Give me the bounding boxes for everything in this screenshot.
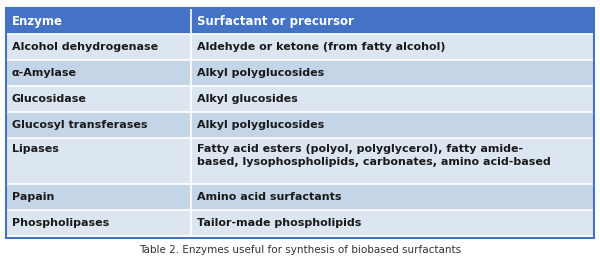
Bar bbox=[6, 8, 594, 34]
Text: Glucosyl transferases: Glucosyl transferases bbox=[12, 120, 148, 130]
Text: Papain: Papain bbox=[12, 192, 55, 202]
Text: Alkyl polyglucosides: Alkyl polyglucosides bbox=[197, 120, 325, 130]
Bar bbox=[6, 34, 594, 60]
Text: Surfactant or precursor: Surfactant or precursor bbox=[197, 15, 354, 28]
Text: Amino acid surfactants: Amino acid surfactants bbox=[197, 192, 342, 202]
Text: Alkyl glucosides: Alkyl glucosides bbox=[197, 94, 298, 104]
Text: Tailor-made phospholipids: Tailor-made phospholipids bbox=[197, 218, 362, 228]
Bar bbox=[6, 86, 594, 112]
Text: Table 2. Enzymes useful for synthesis of biobased surfactants: Table 2. Enzymes useful for synthesis of… bbox=[139, 245, 461, 255]
Text: Aldehyde or ketone (from fatty alcohol): Aldehyde or ketone (from fatty alcohol) bbox=[197, 42, 446, 52]
Bar bbox=[6, 8, 594, 238]
Bar bbox=[6, 210, 594, 236]
Bar bbox=[6, 184, 594, 210]
Text: Alkyl polyglucosides: Alkyl polyglucosides bbox=[197, 68, 325, 78]
Text: Fatty acid esters (polyol, polyglycerol), fatty amide-
based, lysophospholipids,: Fatty acid esters (polyol, polyglycerol)… bbox=[197, 144, 551, 167]
Bar bbox=[6, 138, 594, 184]
Bar bbox=[6, 60, 594, 86]
Text: Phospholipases: Phospholipases bbox=[12, 218, 109, 228]
Text: α-Amylase: α-Amylase bbox=[12, 68, 77, 78]
Text: Enzyme: Enzyme bbox=[12, 15, 63, 28]
Text: Lipases: Lipases bbox=[12, 144, 59, 154]
Text: Alcohol dehydrogenase: Alcohol dehydrogenase bbox=[12, 42, 158, 52]
Text: Glucosidase: Glucosidase bbox=[12, 94, 87, 104]
Bar bbox=[6, 112, 594, 138]
